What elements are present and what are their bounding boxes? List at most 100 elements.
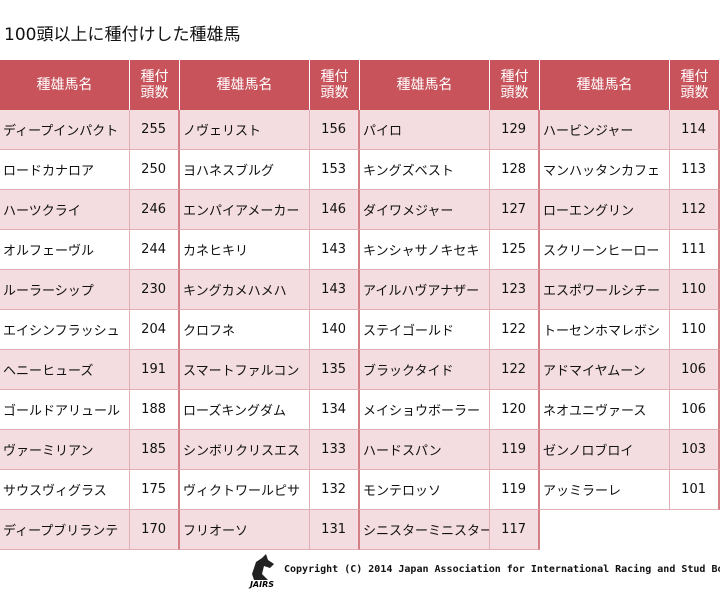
mating-count: 156: [310, 110, 360, 150]
header-name: 種雄馬名: [360, 60, 490, 110]
copyright: Copyright (C) 2014 Japan Association for…: [284, 564, 720, 575]
stallion-name: ステイゴールド: [360, 310, 490, 350]
header-count-lines: 種付 頭数: [321, 69, 349, 101]
stallion-name: モンテロッソ: [360, 470, 490, 510]
stallion-name: エンパイアメーカー: [180, 190, 310, 230]
stallion-name: ルーラーシップ: [0, 270, 130, 310]
mating-count: 132: [310, 470, 360, 510]
stallion-name: マンハッタンカフェ: [540, 150, 670, 190]
mating-count: 175: [130, 470, 180, 510]
mating-count: 111: [670, 230, 720, 270]
mating-count: 170: [130, 510, 180, 550]
stallion-name: スクリーンヒーロー: [540, 230, 670, 270]
header-count-lines: 種付 頭数: [141, 69, 169, 101]
logo-text: JAIRS: [248, 580, 274, 589]
mating-count: 127: [490, 190, 540, 230]
mating-count: 106: [670, 350, 720, 390]
mating-count: 106: [670, 390, 720, 430]
stallion-name: アッミラーレ: [540, 470, 670, 510]
mating-count: 128: [490, 150, 540, 190]
stallion-name: キンシャサノキセキ: [360, 230, 490, 270]
stallion-name: パイロ: [360, 110, 490, 150]
mating-count: 117: [490, 510, 540, 550]
stallion-name: エスポワールシチー: [540, 270, 670, 310]
mating-count: 250: [130, 150, 180, 190]
logo: JAIRS: [248, 554, 274, 589]
header-count: 種付 頭数: [310, 60, 360, 110]
mating-count: 246: [130, 190, 180, 230]
header-count: 種付 頭数: [130, 60, 180, 110]
stallion-name: ロードカナロア: [0, 150, 130, 190]
mating-count: 140: [310, 310, 360, 350]
header-name: 種雄馬名: [0, 60, 130, 110]
mating-count: 129: [490, 110, 540, 150]
mating-count: 134: [310, 390, 360, 430]
stallion-name: キングズベスト: [360, 150, 490, 190]
stallion-name: ディープインパクト: [0, 110, 130, 150]
stallion-name: クロフネ: [180, 310, 310, 350]
stallion-name: ブラックタイド: [360, 350, 490, 390]
mating-count: 244: [130, 230, 180, 270]
header-count-line: 種付: [500, 69, 529, 85]
mating-count: 122: [490, 310, 540, 350]
mating-count: 255: [130, 110, 180, 150]
mating-count: 112: [670, 190, 720, 230]
mating-count: 143: [310, 270, 360, 310]
stallion-name: ハードスパン: [360, 430, 490, 470]
stallion-name: ヴァーミリアン: [0, 430, 130, 470]
mating-count: 185: [130, 430, 180, 470]
stallion-name: エイシンフラッシュ: [0, 310, 130, 350]
header-count-lines: 種付 頭数: [681, 69, 709, 101]
stallion-name: シニスターミニスター: [360, 510, 490, 550]
stallion-name: キングカメハメハ: [180, 270, 310, 310]
mating-count: 103: [670, 430, 720, 470]
mating-count: 110: [670, 310, 720, 350]
mating-count: 131: [310, 510, 360, 550]
mating-count: 123: [490, 270, 540, 310]
stallion-name: フリオーソ: [180, 510, 310, 550]
header-count-line: 頭数: [680, 85, 709, 101]
stallion-name: ゴールドアリュール: [0, 390, 130, 430]
header-count-line: 頭数: [500, 85, 529, 101]
stallion-name: ノヴェリスト: [180, 110, 310, 150]
stallion-name: メイショウボーラー: [360, 390, 490, 430]
mating-count: 146: [310, 190, 360, 230]
mating-count: 125: [490, 230, 540, 270]
stallion-name: アイルハヴアナザー: [360, 270, 490, 310]
stallion-name: ヘニーヒューズ: [0, 350, 130, 390]
stallion-name: ヴィクトワールピサ: [180, 470, 310, 510]
header-count-line: 種付: [140, 69, 169, 85]
stallion-name: ローエングリン: [540, 190, 670, 230]
mating-count: 191: [130, 350, 180, 390]
stallion-name: ローズキングダム: [180, 390, 310, 430]
stallion-name: ディープブリランテ: [0, 510, 130, 550]
mating-count: 230: [130, 270, 180, 310]
stallion-name: サウスヴィグラス: [0, 470, 130, 510]
mating-count: 204: [130, 310, 180, 350]
header-count-line: 種付: [320, 69, 349, 85]
mating-count: 143: [310, 230, 360, 270]
stallion-name: ヨハネスブルグ: [180, 150, 310, 190]
mating-count: 133: [310, 430, 360, 470]
header-name: 種雄馬名: [180, 60, 310, 110]
header-count: 種付 頭数: [670, 60, 720, 110]
header-count-lines: 種付 頭数: [501, 69, 529, 101]
mating-count: 110: [670, 270, 720, 310]
stallion-name: ハービンジャー: [540, 110, 670, 150]
stallion-name: ネオユニヴァース: [540, 390, 670, 430]
mating-count: 119: [490, 430, 540, 470]
stallion-name: シンボリクリスエス: [180, 430, 310, 470]
mating-count: 120: [490, 390, 540, 430]
mating-count: 101: [670, 470, 720, 510]
header-count-line: 頭数: [320, 85, 349, 101]
stallion-name: カネヒキリ: [180, 230, 310, 270]
stallion-name: アドマイヤムーン: [540, 350, 670, 390]
mating-count: 113: [670, 150, 720, 190]
stallion-name: トーセンホマレボシ: [540, 310, 670, 350]
mating-count: 188: [130, 390, 180, 430]
header-count-line: 種付: [680, 69, 709, 85]
mating-count: 153: [310, 150, 360, 190]
logo-horse: [252, 554, 274, 580]
mating-count: 114: [670, 110, 720, 150]
